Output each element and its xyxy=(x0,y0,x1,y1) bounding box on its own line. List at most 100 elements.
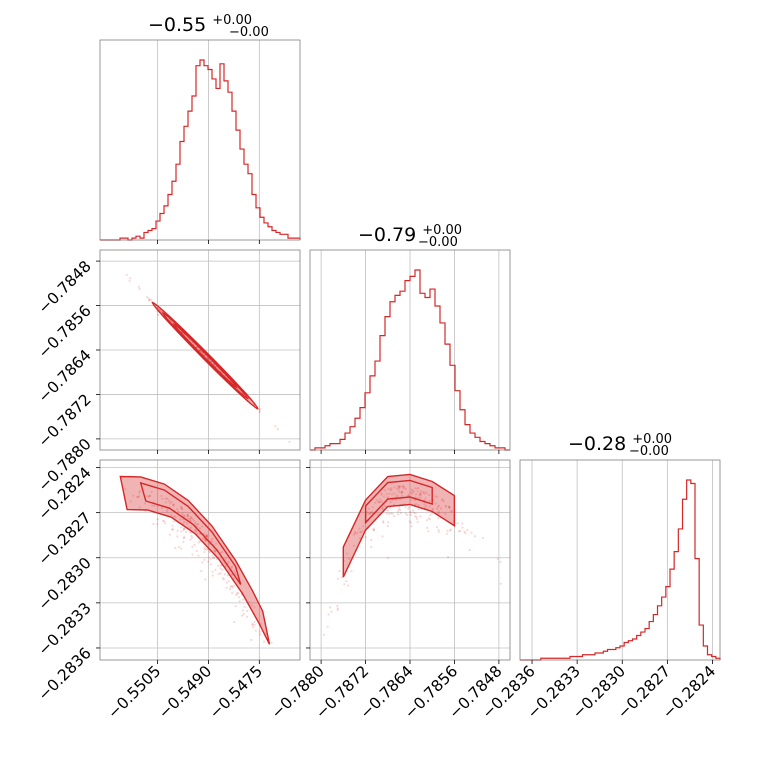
scatter-point xyxy=(437,510,440,513)
scatter-point xyxy=(380,492,383,495)
scatter-point xyxy=(172,503,175,506)
scatter-point xyxy=(215,542,218,545)
scatter-point xyxy=(253,606,256,609)
scatter-point xyxy=(226,574,229,577)
scatter-point xyxy=(457,530,461,533)
scatter-point xyxy=(366,510,369,514)
scatter-point xyxy=(194,521,197,525)
scatter-point xyxy=(378,498,382,501)
scatter-point xyxy=(399,511,402,514)
scatter-point xyxy=(138,287,141,291)
scatter-point xyxy=(258,409,261,412)
scatter-point xyxy=(336,607,339,610)
scatter-point xyxy=(406,513,409,517)
histogram-0 xyxy=(100,59,301,241)
scatter-point xyxy=(213,548,216,551)
scatter-point xyxy=(404,487,407,490)
scatter-point xyxy=(448,506,451,509)
scatter-point xyxy=(172,520,175,523)
scatter-point xyxy=(198,527,202,530)
scatter-point xyxy=(125,273,128,276)
scatter-point xyxy=(166,510,169,513)
scatter-point xyxy=(407,493,410,496)
scatter-point xyxy=(224,558,227,561)
scatter-point xyxy=(447,505,451,508)
scatter-point xyxy=(203,353,206,356)
scatter-point xyxy=(180,506,183,509)
scatter-point xyxy=(461,522,464,525)
scatter-point xyxy=(449,510,452,513)
title-p2-lower: −0.00 xyxy=(629,444,669,459)
histogram-1 xyxy=(310,269,510,451)
scatter-point xyxy=(397,488,400,491)
scatter-point xyxy=(259,622,263,625)
scatter-point xyxy=(238,596,241,599)
scatter-point xyxy=(409,511,412,514)
scatter-point xyxy=(346,584,349,587)
scatter-point xyxy=(129,277,132,280)
scatter-point xyxy=(426,526,429,530)
scatter-point xyxy=(444,504,447,507)
scatter-point xyxy=(434,495,437,498)
scatter-point xyxy=(207,357,210,360)
scatter-point xyxy=(395,487,398,490)
scatter-point xyxy=(180,507,184,510)
scatter-point xyxy=(358,527,361,530)
scatter-point xyxy=(164,522,167,525)
scatter-point xyxy=(377,500,380,503)
scatter-point xyxy=(390,487,393,490)
scatter-point xyxy=(424,497,427,500)
scatter-point xyxy=(148,299,151,302)
scatter-point xyxy=(438,530,441,533)
scatter-point xyxy=(169,502,172,505)
scatter-point xyxy=(236,592,239,595)
scatter-point xyxy=(415,493,418,496)
scatter-point xyxy=(369,511,372,514)
scatter-point xyxy=(212,557,215,560)
scatter-point xyxy=(235,594,238,597)
contour-r2-c0-0 xyxy=(119,475,271,645)
scatter-point xyxy=(159,310,163,313)
scatter-point xyxy=(385,512,388,515)
scatter-point xyxy=(150,490,153,493)
scatter-point xyxy=(414,515,417,518)
title-p0: −0.55 +0.00 xyxy=(148,13,252,36)
contour-r1-c0-0 xyxy=(151,301,259,410)
scatter-point xyxy=(180,547,183,550)
scatter-point xyxy=(182,528,185,532)
scatter-point xyxy=(436,512,440,515)
scatter-point xyxy=(389,488,392,491)
scatter-point xyxy=(151,504,154,507)
scatter-point xyxy=(162,519,165,523)
scatter-point xyxy=(336,604,339,608)
scatter-point xyxy=(417,503,420,507)
scatter-point xyxy=(203,548,206,551)
scatter-point xyxy=(369,512,372,515)
scatter-point xyxy=(411,492,414,495)
scatter-point xyxy=(274,425,277,428)
scatter-point xyxy=(190,534,193,538)
scatter-point xyxy=(436,507,439,510)
scatter-point xyxy=(229,588,232,591)
scatter-point xyxy=(150,298,153,301)
scatter-point xyxy=(189,538,192,541)
scatter-point xyxy=(238,600,241,603)
scatter-point xyxy=(138,490,141,493)
scatter-point xyxy=(496,557,499,560)
scatter-point xyxy=(356,532,359,535)
scatter-point xyxy=(208,551,211,554)
scatter-point xyxy=(179,506,183,509)
scatter-point xyxy=(234,605,237,608)
scatter-point xyxy=(259,630,262,633)
scatter-point xyxy=(186,513,189,516)
scatter-point xyxy=(428,499,431,502)
scatter-point xyxy=(183,514,186,517)
scatter-point xyxy=(171,528,174,531)
scatter-point xyxy=(388,512,391,516)
scatter-point xyxy=(174,546,177,550)
scatter-point xyxy=(369,511,372,514)
scatter-point xyxy=(219,567,222,570)
scatter-point xyxy=(401,491,404,494)
scatter-point xyxy=(246,615,249,618)
scatter-point xyxy=(243,605,246,608)
